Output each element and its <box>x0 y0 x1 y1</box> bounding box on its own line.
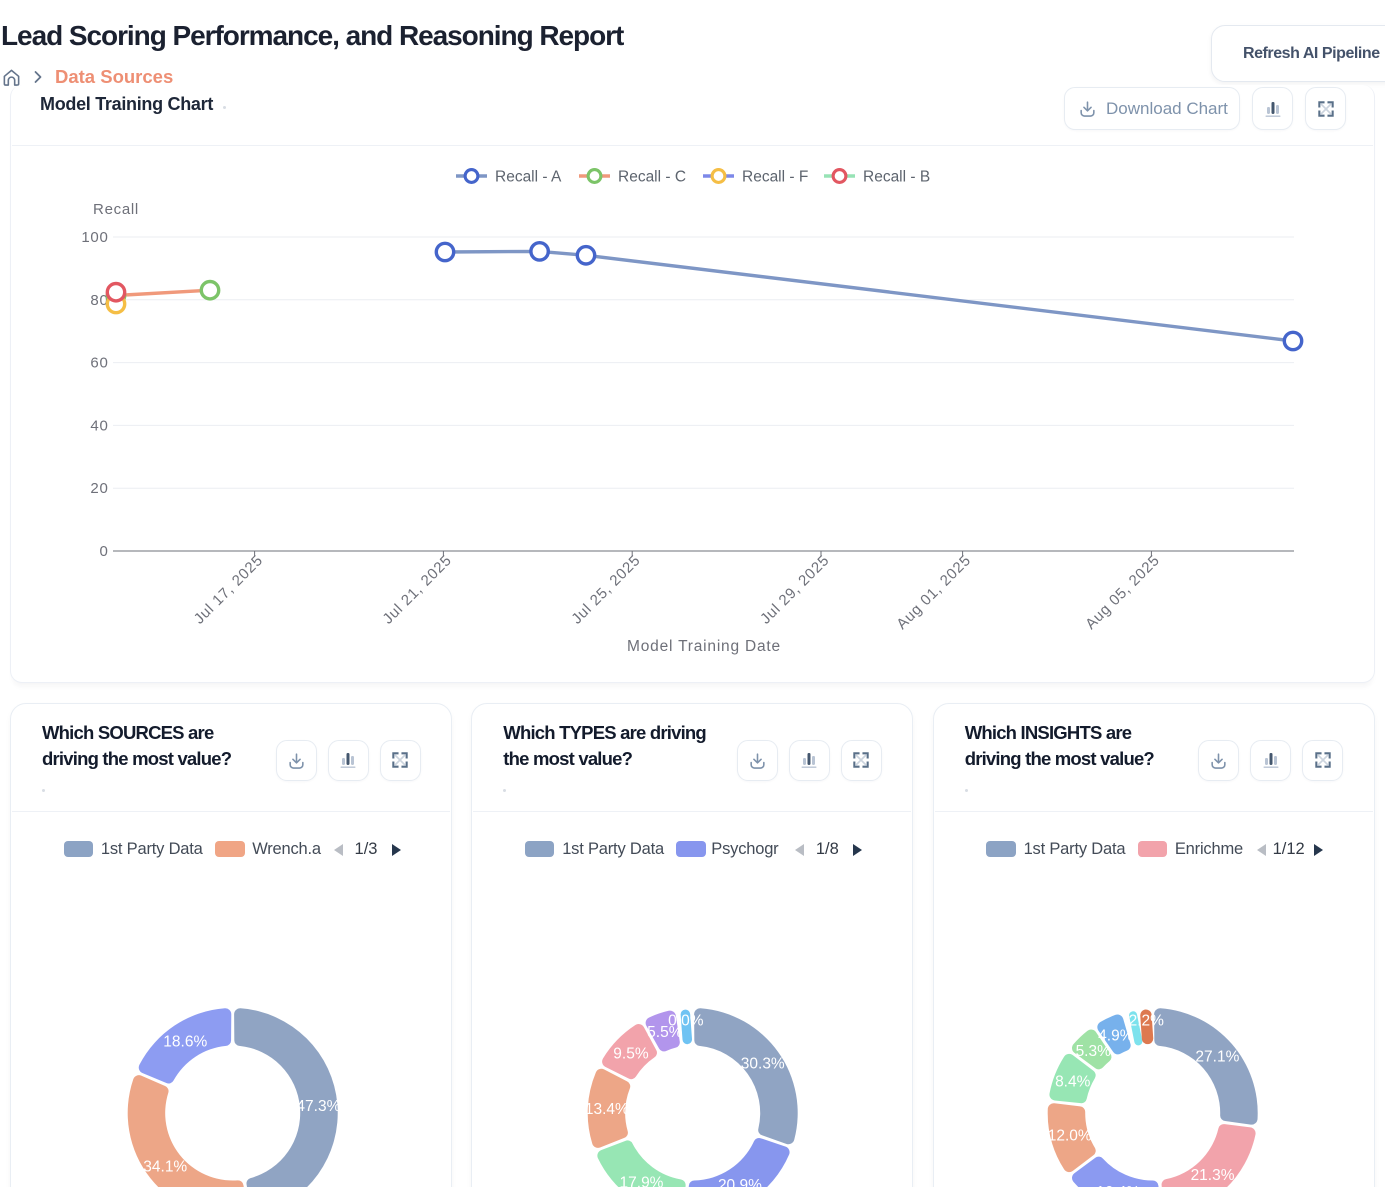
svg-text:17.9%: 17.9% <box>620 1174 664 1187</box>
svg-text:Aug 05, 2025: Aug 05, 2025 <box>1082 552 1163 633</box>
svg-text:21.3%: 21.3% <box>1190 1167 1234 1184</box>
svg-text:30.3%: 30.3% <box>741 1055 785 1072</box>
svg-text:Recall: Recall <box>93 201 139 218</box>
svg-text:5.5%: 5.5% <box>647 1024 683 1041</box>
svg-text:Recall - B: Recall - B <box>863 169 930 186</box>
svg-text:47.3%: 47.3% <box>296 1098 340 1115</box>
svg-text:40: 40 <box>90 417 108 434</box>
svg-text:80: 80 <box>90 292 108 309</box>
svg-text:20: 20 <box>90 480 108 497</box>
svg-text:12.0%: 12.0% <box>1047 1128 1091 1145</box>
svg-text:18.6%: 18.6% <box>163 1033 207 1050</box>
svg-text:Recall - F: Recall - F <box>742 169 808 186</box>
svg-text:16.4%: 16.4% <box>1096 1184 1140 1187</box>
svg-text:9.5%: 9.5% <box>614 1045 650 1062</box>
svg-text:27.1%: 27.1% <box>1195 1049 1239 1066</box>
svg-text:8.4%: 8.4% <box>1055 1074 1091 1091</box>
svg-text:100: 100 <box>81 229 108 246</box>
svg-text:0.0%: 0.0% <box>668 1012 704 1029</box>
svg-text:20.9%: 20.9% <box>718 1177 762 1187</box>
svg-text:2.2%: 2.2% <box>1128 1013 1164 1030</box>
svg-text:Jul 21, 2025: Jul 21, 2025 <box>379 552 455 628</box>
svg-text:5.3%: 5.3% <box>1075 1043 1111 1060</box>
svg-text:13.4%: 13.4% <box>585 1101 629 1118</box>
svg-text:Jul 17, 2025: Jul 17, 2025 <box>191 552 267 628</box>
svg-text:4.9%: 4.9% <box>1098 1028 1134 1045</box>
svg-text:Aug 01, 2025: Aug 01, 2025 <box>893 552 974 633</box>
svg-text:34.1%: 34.1% <box>143 1159 187 1176</box>
svg-text:Recall - A: Recall - A <box>495 169 562 186</box>
svg-text:Jul 29, 2025: Jul 29, 2025 <box>757 552 833 628</box>
svg-text:Jul 25, 2025: Jul 25, 2025 <box>568 552 644 628</box>
svg-text:Model Training Date: Model Training Date <box>627 638 781 655</box>
svg-text:60: 60 <box>90 355 108 372</box>
svg-text:Recall - C: Recall - C <box>618 169 686 186</box>
svg-text:0: 0 <box>99 543 108 560</box>
